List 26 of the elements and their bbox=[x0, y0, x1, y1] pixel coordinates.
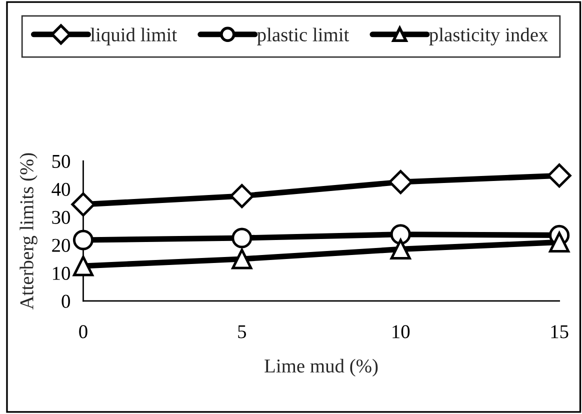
point bbox=[71, 192, 96, 216]
x-tick-label: 5 bbox=[238, 325, 246, 338]
x-tick-label: 10 bbox=[392, 325, 410, 338]
point bbox=[72, 230, 94, 250]
point bbox=[390, 238, 411, 260]
point bbox=[232, 248, 252, 270]
y-tick-label: 50 bbox=[52, 154, 70, 168]
y-tick-label: 0 bbox=[62, 294, 70, 308]
y-tick-label: 20 bbox=[52, 238, 70, 252]
y-axis-title: Atterberg limits (%) bbox=[20, 153, 38, 310]
point bbox=[549, 232, 570, 252]
point bbox=[388, 170, 413, 194]
x-axis-title: Lime mud (%) bbox=[264, 358, 378, 377]
point bbox=[547, 164, 572, 188]
legend-label: plastic limit bbox=[257, 28, 350, 46]
x-tick-label: 15 bbox=[551, 325, 568, 338]
legend-label: plasticity index bbox=[429, 28, 548, 46]
point bbox=[72, 256, 94, 276]
point bbox=[390, 224, 411, 245]
legend-label: liquid limit bbox=[90, 28, 177, 46]
point bbox=[230, 184, 254, 208]
y-tick-label: 10 bbox=[52, 266, 70, 280]
x-tick-label: 0 bbox=[79, 325, 88, 338]
y-tick-label: 40 bbox=[52, 182, 70, 196]
y-tick-label: 30 bbox=[52, 210, 70, 224]
point bbox=[232, 228, 252, 248]
